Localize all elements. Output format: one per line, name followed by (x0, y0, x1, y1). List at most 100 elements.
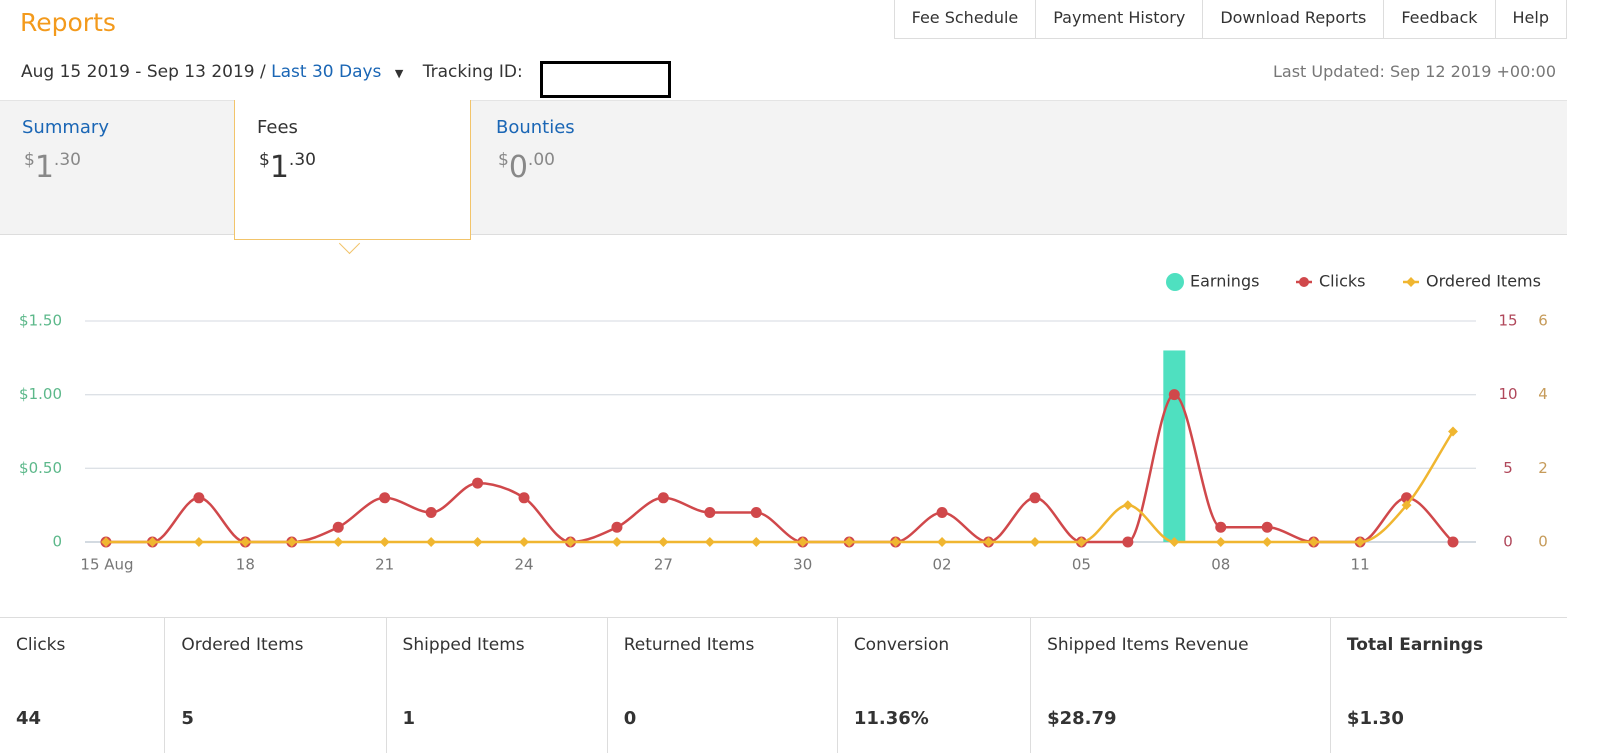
tab-label: Bounties (496, 117, 575, 138)
stat-value: $1.30 (1346, 708, 1404, 729)
y-tick-label: $0.50 (19, 459, 62, 477)
nav-button[interactable]: Fee Schedule (911, 8, 1019, 27)
y2-tick-label: 0 (1503, 533, 1513, 551)
cents: .00 (527, 150, 555, 170)
y3-tick-label: 6 (1538, 312, 1548, 330)
cents: .30 (53, 150, 81, 170)
y2-tick-label: 15 (1498, 312, 1517, 330)
point (611, 521, 623, 533)
point (983, 537, 994, 547)
nav: Fee Schedule Payment History Download Re… (893, 0, 1567, 39)
stat-label: Conversion (853, 635, 950, 655)
tab[interactable]: Bounties $0.00 (474, 100, 709, 238)
y-tick-label: $1.00 (19, 385, 62, 403)
point (704, 507, 716, 519)
point (844, 537, 855, 547)
nav-button[interactable]: Download Reports (1202, 0, 1383, 38)
point (936, 507, 948, 519)
whole: 1 (34, 150, 54, 185)
point (147, 537, 158, 547)
nav-button[interactable]: Help (1494, 0, 1566, 38)
point (1401, 500, 1412, 511)
point (1261, 521, 1273, 533)
last-updated: Last Updated: Sep 12 2019 +00:00 (1273, 62, 1556, 81)
x-tick-label: 15 Aug (80, 556, 133, 574)
point (797, 537, 808, 547)
point (1355, 537, 1366, 547)
point (658, 537, 669, 547)
stat-label: Shipped Items Revenue (1047, 635, 1249, 655)
stat-value: 11.36% (853, 708, 929, 729)
point (657, 492, 669, 504)
point (1030, 537, 1040, 547)
point (1448, 426, 1458, 437)
stat: Shipped Items 1 (385, 618, 607, 753)
nav-button[interactable]: Payment History (1035, 0, 1202, 38)
x-tick-label: 30 (793, 556, 812, 574)
point (472, 477, 484, 489)
dropdown-caret[interactable]: ▼ (394, 67, 404, 80)
legend-swatch (1406, 277, 1416, 287)
whole: 1 (269, 150, 289, 185)
legend-label: Ordered Items (1426, 272, 1541, 291)
stat-label: Clicks (16, 635, 66, 655)
point (379, 492, 391, 504)
tab-amount: $0.00 (498, 150, 555, 185)
stat-label: Returned Items (623, 635, 755, 655)
point (751, 537, 762, 547)
point (472, 537, 483, 547)
stat: Ordered Items 5 (164, 618, 385, 753)
point (1447, 536, 1459, 548)
point (193, 537, 204, 547)
x-tick-label: 08 (1211, 556, 1230, 574)
whole: 0 (508, 150, 528, 185)
nav-button[interactable]: Feedback (1383, 0, 1494, 38)
point (1308, 537, 1319, 547)
line (106, 430, 1455, 544)
point (426, 537, 437, 547)
cents: .30 (288, 150, 316, 170)
tab-label: Fees (257, 117, 298, 138)
x-tick-label: 21 (375, 556, 394, 574)
stat-value: 1 (402, 708, 416, 729)
point (1215, 521, 1227, 533)
stat: Conversion 11.36% (836, 618, 1030, 753)
y-tick-label: $1.50 (19, 312, 62, 330)
tracking-id-redacted[interactable] (540, 61, 671, 98)
point (518, 492, 530, 504)
point (611, 537, 622, 547)
currency: $ (24, 150, 35, 170)
bar (1163, 350, 1186, 542)
stat-value: 44 (16, 708, 42, 729)
point (333, 537, 344, 547)
stats-row: Clicks 44 Ordered Items 5 Shipped Items 1 Retu… (0, 617, 1567, 753)
range-link[interactable]: Last 30 Days (271, 62, 382, 82)
point (704, 537, 715, 547)
point (1262, 537, 1273, 547)
y2-tick-label: 10 (1498, 385, 1517, 403)
tab[interactable]: Summary $1.30 (0, 100, 235, 238)
stat: Shipped Items Revenue $28.79 (1030, 618, 1330, 753)
point (1076, 537, 1087, 547)
date-range: Aug 15 2019 - Sep 13 2019 / (21, 62, 266, 82)
currency: $ (498, 150, 509, 170)
stat: Total Earnings $1.30 (1329, 618, 1567, 753)
x-tick-label: 27 (654, 556, 673, 574)
x-tick-label: 02 (933, 556, 952, 574)
point (425, 507, 437, 519)
tracking-label: Tracking ID: (422, 62, 523, 82)
stat-label: Shipped Items (402, 635, 525, 655)
tab[interactable]: Fees $1.30 (234, 100, 471, 240)
point (1122, 536, 1134, 548)
point (519, 537, 529, 547)
legend-swatch (1299, 277, 1309, 287)
point (1029, 492, 1041, 504)
point (565, 537, 576, 547)
y2-tick-label: 5 (1503, 459, 1513, 477)
point (750, 507, 762, 519)
y3-tick-label: 0 (1538, 533, 1548, 551)
y3-tick-label: 4 (1538, 385, 1548, 403)
stat-value: 5 (181, 708, 194, 729)
